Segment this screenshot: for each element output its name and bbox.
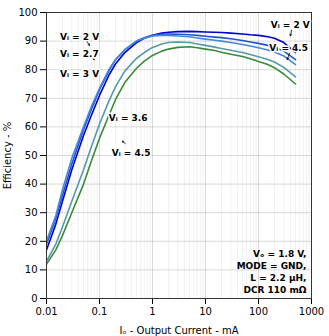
svg-text:1: 1 bbox=[149, 306, 155, 317]
svg-text:0.01: 0.01 bbox=[35, 306, 57, 317]
svg-text:10: 10 bbox=[25, 264, 38, 275]
svg-text:30: 30 bbox=[25, 207, 38, 218]
svg-text:80: 80 bbox=[25, 64, 38, 75]
svg-text:1000: 1000 bbox=[299, 306, 324, 317]
svg-text:60: 60 bbox=[25, 121, 38, 132]
svg-text:100: 100 bbox=[249, 306, 268, 317]
svg-text:40: 40 bbox=[25, 178, 38, 189]
svg-text:Vᵢ = 3.6: Vᵢ = 3.6 bbox=[109, 113, 148, 123]
svg-text:0.1: 0.1 bbox=[92, 306, 108, 317]
svg-text:Iₒ - Output Current - mA: Iₒ - Output Current - mA bbox=[119, 325, 238, 336]
svg-text:70: 70 bbox=[25, 93, 38, 104]
svg-text:Vᵢ = 4.5: Vᵢ = 4.5 bbox=[269, 43, 308, 53]
svg-text:Vᵢ = 2 V: Vᵢ = 2 V bbox=[271, 20, 310, 30]
svg-text:90: 90 bbox=[25, 35, 38, 46]
svg-text:10: 10 bbox=[199, 306, 212, 317]
svg-text:20: 20 bbox=[25, 236, 38, 247]
svg-text:Efficiency - %: Efficiency - % bbox=[2, 122, 13, 190]
svg-text:Vᵢ = 2 V: Vᵢ = 2 V bbox=[60, 32, 99, 42]
svg-text:Vᵢ = 4.5: Vᵢ = 4.5 bbox=[112, 148, 151, 158]
svg-text:0: 0 bbox=[31, 293, 37, 304]
svg-text:Vₒ = 1.8 V,MODE = GND,L = 2.2: Vₒ = 1.8 V,MODE = GND,L = 2.2 μH,DCR 110… bbox=[237, 249, 307, 294]
svg-text:100: 100 bbox=[18, 7, 37, 18]
svg-text:50: 50 bbox=[25, 150, 38, 161]
svg-text:Vᵢ = 2.7: Vᵢ = 2.7 bbox=[60, 49, 99, 59]
svg-text:Vᵢ = 3 V: Vᵢ = 3 V bbox=[60, 69, 99, 79]
